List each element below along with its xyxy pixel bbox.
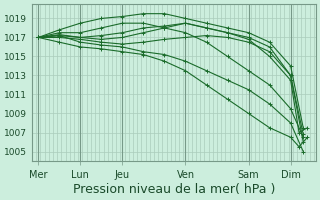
X-axis label: Pression niveau de la mer( hPa ): Pression niveau de la mer( hPa ) bbox=[73, 183, 275, 196]
